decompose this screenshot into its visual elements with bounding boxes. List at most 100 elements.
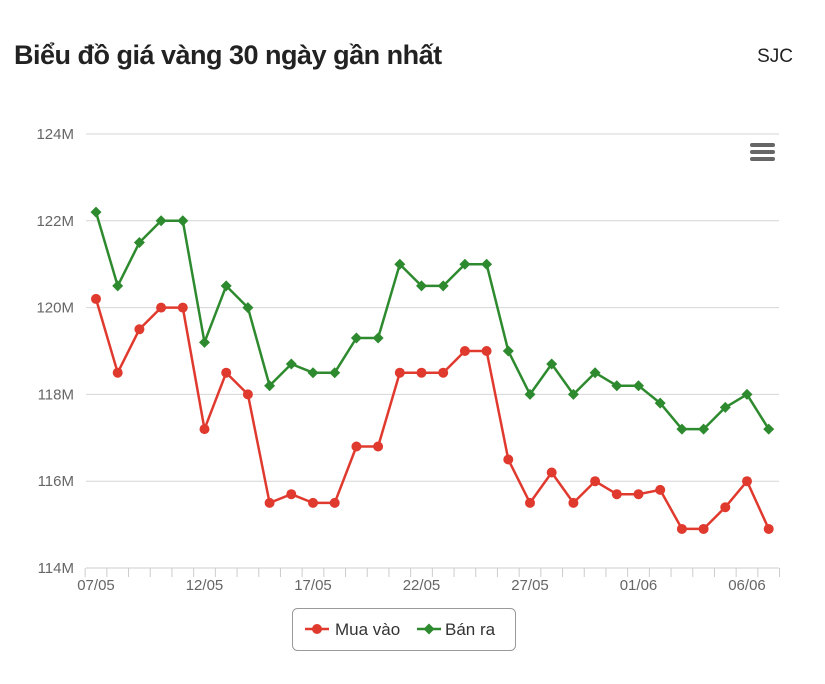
- data-point[interactable]: [763, 523, 774, 534]
- data-point[interactable]: [589, 367, 601, 379]
- data-point[interactable]: [502, 345, 514, 357]
- data-point[interactable]: [91, 293, 101, 304]
- data-point[interactable]: [329, 367, 341, 379]
- data-point[interactable]: [350, 332, 362, 344]
- data-point[interactable]: [546, 467, 557, 478]
- data-point[interactable]: [654, 397, 666, 409]
- data-point[interactable]: [741, 388, 753, 400]
- data-point[interactable]: [633, 380, 644, 392]
- data-point[interactable]: [351, 441, 362, 452]
- data-point[interactable]: [285, 358, 297, 370]
- data-point[interactable]: [546, 358, 558, 370]
- chart-menu-button[interactable]: [746, 140, 778, 166]
- chart-x-axis-labels: 07/05 12/05 17/05 22/05 27/05 01/06 06/06: [77, 577, 766, 594]
- data-point[interactable]: [177, 302, 188, 313]
- data-point[interactable]: [567, 388, 579, 400]
- data-point[interactable]: [264, 497, 275, 508]
- legend-box: [292, 608, 516, 651]
- chart-legend[interactable]: Mua vào Bán ra: [292, 608, 516, 651]
- data-point[interactable]: [221, 367, 232, 378]
- hamburger-icon-bar: [750, 157, 775, 161]
- series-buy: [91, 293, 774, 534]
- series-sell: [90, 206, 775, 435]
- hamburger-icon-bar: [750, 150, 775, 154]
- data-point[interactable]: [698, 523, 709, 534]
- data-point[interactable]: [676, 523, 687, 534]
- data-point[interactable]: [742, 476, 752, 487]
- y-tick-label: 124M: [36, 126, 74, 143]
- legend-item-sell[interactable]: Bán ra: [417, 620, 496, 639]
- data-point[interactable]: [568, 497, 579, 508]
- data-point[interactable]: [199, 336, 210, 348]
- chart-x-axis: [84, 567, 781, 577]
- data-point[interactable]: [459, 346, 470, 356]
- data-point[interactable]: [155, 215, 167, 227]
- x-tick-label: 01/06: [620, 577, 658, 594]
- data-point[interactable]: [438, 367, 449, 378]
- data-point[interactable]: [459, 258, 471, 270]
- data-point[interactable]: [264, 380, 276, 392]
- chart-series: [90, 206, 775, 534]
- data-point[interactable]: [134, 324, 145, 335]
- data-point[interactable]: [416, 367, 427, 378]
- data-point[interactable]: [481, 258, 493, 270]
- data-point[interactable]: [373, 441, 384, 452]
- data-point[interactable]: [590, 476, 601, 487]
- y-tick-label: 122M: [36, 213, 74, 230]
- data-point[interactable]: [286, 489, 297, 500]
- data-point[interactable]: [112, 367, 123, 378]
- data-point[interactable]: [437, 280, 449, 292]
- data-point[interactable]: [372, 332, 384, 344]
- legend-marker: [423, 623, 435, 635]
- data-point[interactable]: [611, 380, 623, 392]
- brand-label: SJC: [757, 46, 793, 67]
- data-point[interactable]: [698, 423, 710, 435]
- data-point[interactable]: [112, 280, 124, 292]
- data-point[interactable]: [90, 206, 102, 218]
- data-point[interactable]: [611, 489, 622, 500]
- data-point[interactable]: [220, 280, 232, 292]
- series-line: [94, 211, 770, 431]
- chart-y-axis-labels: 114M 116M 118M 120M 122M 124M: [36, 126, 74, 577]
- data-point[interactable]: [242, 389, 253, 400]
- data-point[interactable]: [199, 424, 210, 435]
- x-tick-label: 22/05: [403, 577, 441, 594]
- data-point[interactable]: [676, 423, 688, 435]
- data-point[interactable]: [177, 215, 189, 227]
- data-point[interactable]: [242, 302, 254, 314]
- data-point[interactable]: [720, 502, 731, 513]
- x-tick-label: 12/05: [186, 577, 224, 594]
- data-point[interactable]: [394, 258, 406, 270]
- page-title: Biểu đồ giá vàng 30 ngày gần nhất: [14, 40, 442, 70]
- hamburger-icon-bar: [750, 143, 775, 147]
- data-point[interactable]: [503, 454, 514, 465]
- y-tick-label: 116M: [38, 473, 74, 490]
- data-point[interactable]: [481, 346, 492, 356]
- data-point[interactable]: [308, 497, 318, 508]
- data-point[interactable]: [394, 367, 405, 378]
- data-point[interactable]: [416, 280, 427, 292]
- x-tick-label: 17/05: [294, 577, 332, 594]
- legend-label: Bán ra: [445, 620, 496, 639]
- data-point[interactable]: [763, 423, 775, 435]
- x-tick-label: 27/05: [511, 577, 549, 594]
- data-point[interactable]: [329, 497, 340, 508]
- data-point[interactable]: [633, 489, 644, 500]
- chart-gridlines: [86, 133, 779, 482]
- legend-item-buy[interactable]: Mua vào: [305, 620, 400, 639]
- data-point[interactable]: [524, 388, 536, 400]
- legend-marker: [312, 624, 322, 634]
- x-tick-label: 06/06: [728, 577, 766, 594]
- y-tick-label: 114M: [38, 560, 74, 577]
- data-point[interactable]: [133, 237, 145, 248]
- legend-label: Mua vào: [335, 620, 400, 639]
- data-point[interactable]: [307, 367, 319, 379]
- y-tick-label: 118M: [38, 386, 74, 403]
- data-point[interactable]: [719, 401, 731, 413]
- data-point[interactable]: [156, 302, 167, 313]
- data-point[interactable]: [655, 484, 666, 495]
- y-tick-label: 120M: [36, 300, 74, 317]
- data-point[interactable]: [525, 497, 535, 508]
- x-tick-label: 07/05: [77, 577, 115, 594]
